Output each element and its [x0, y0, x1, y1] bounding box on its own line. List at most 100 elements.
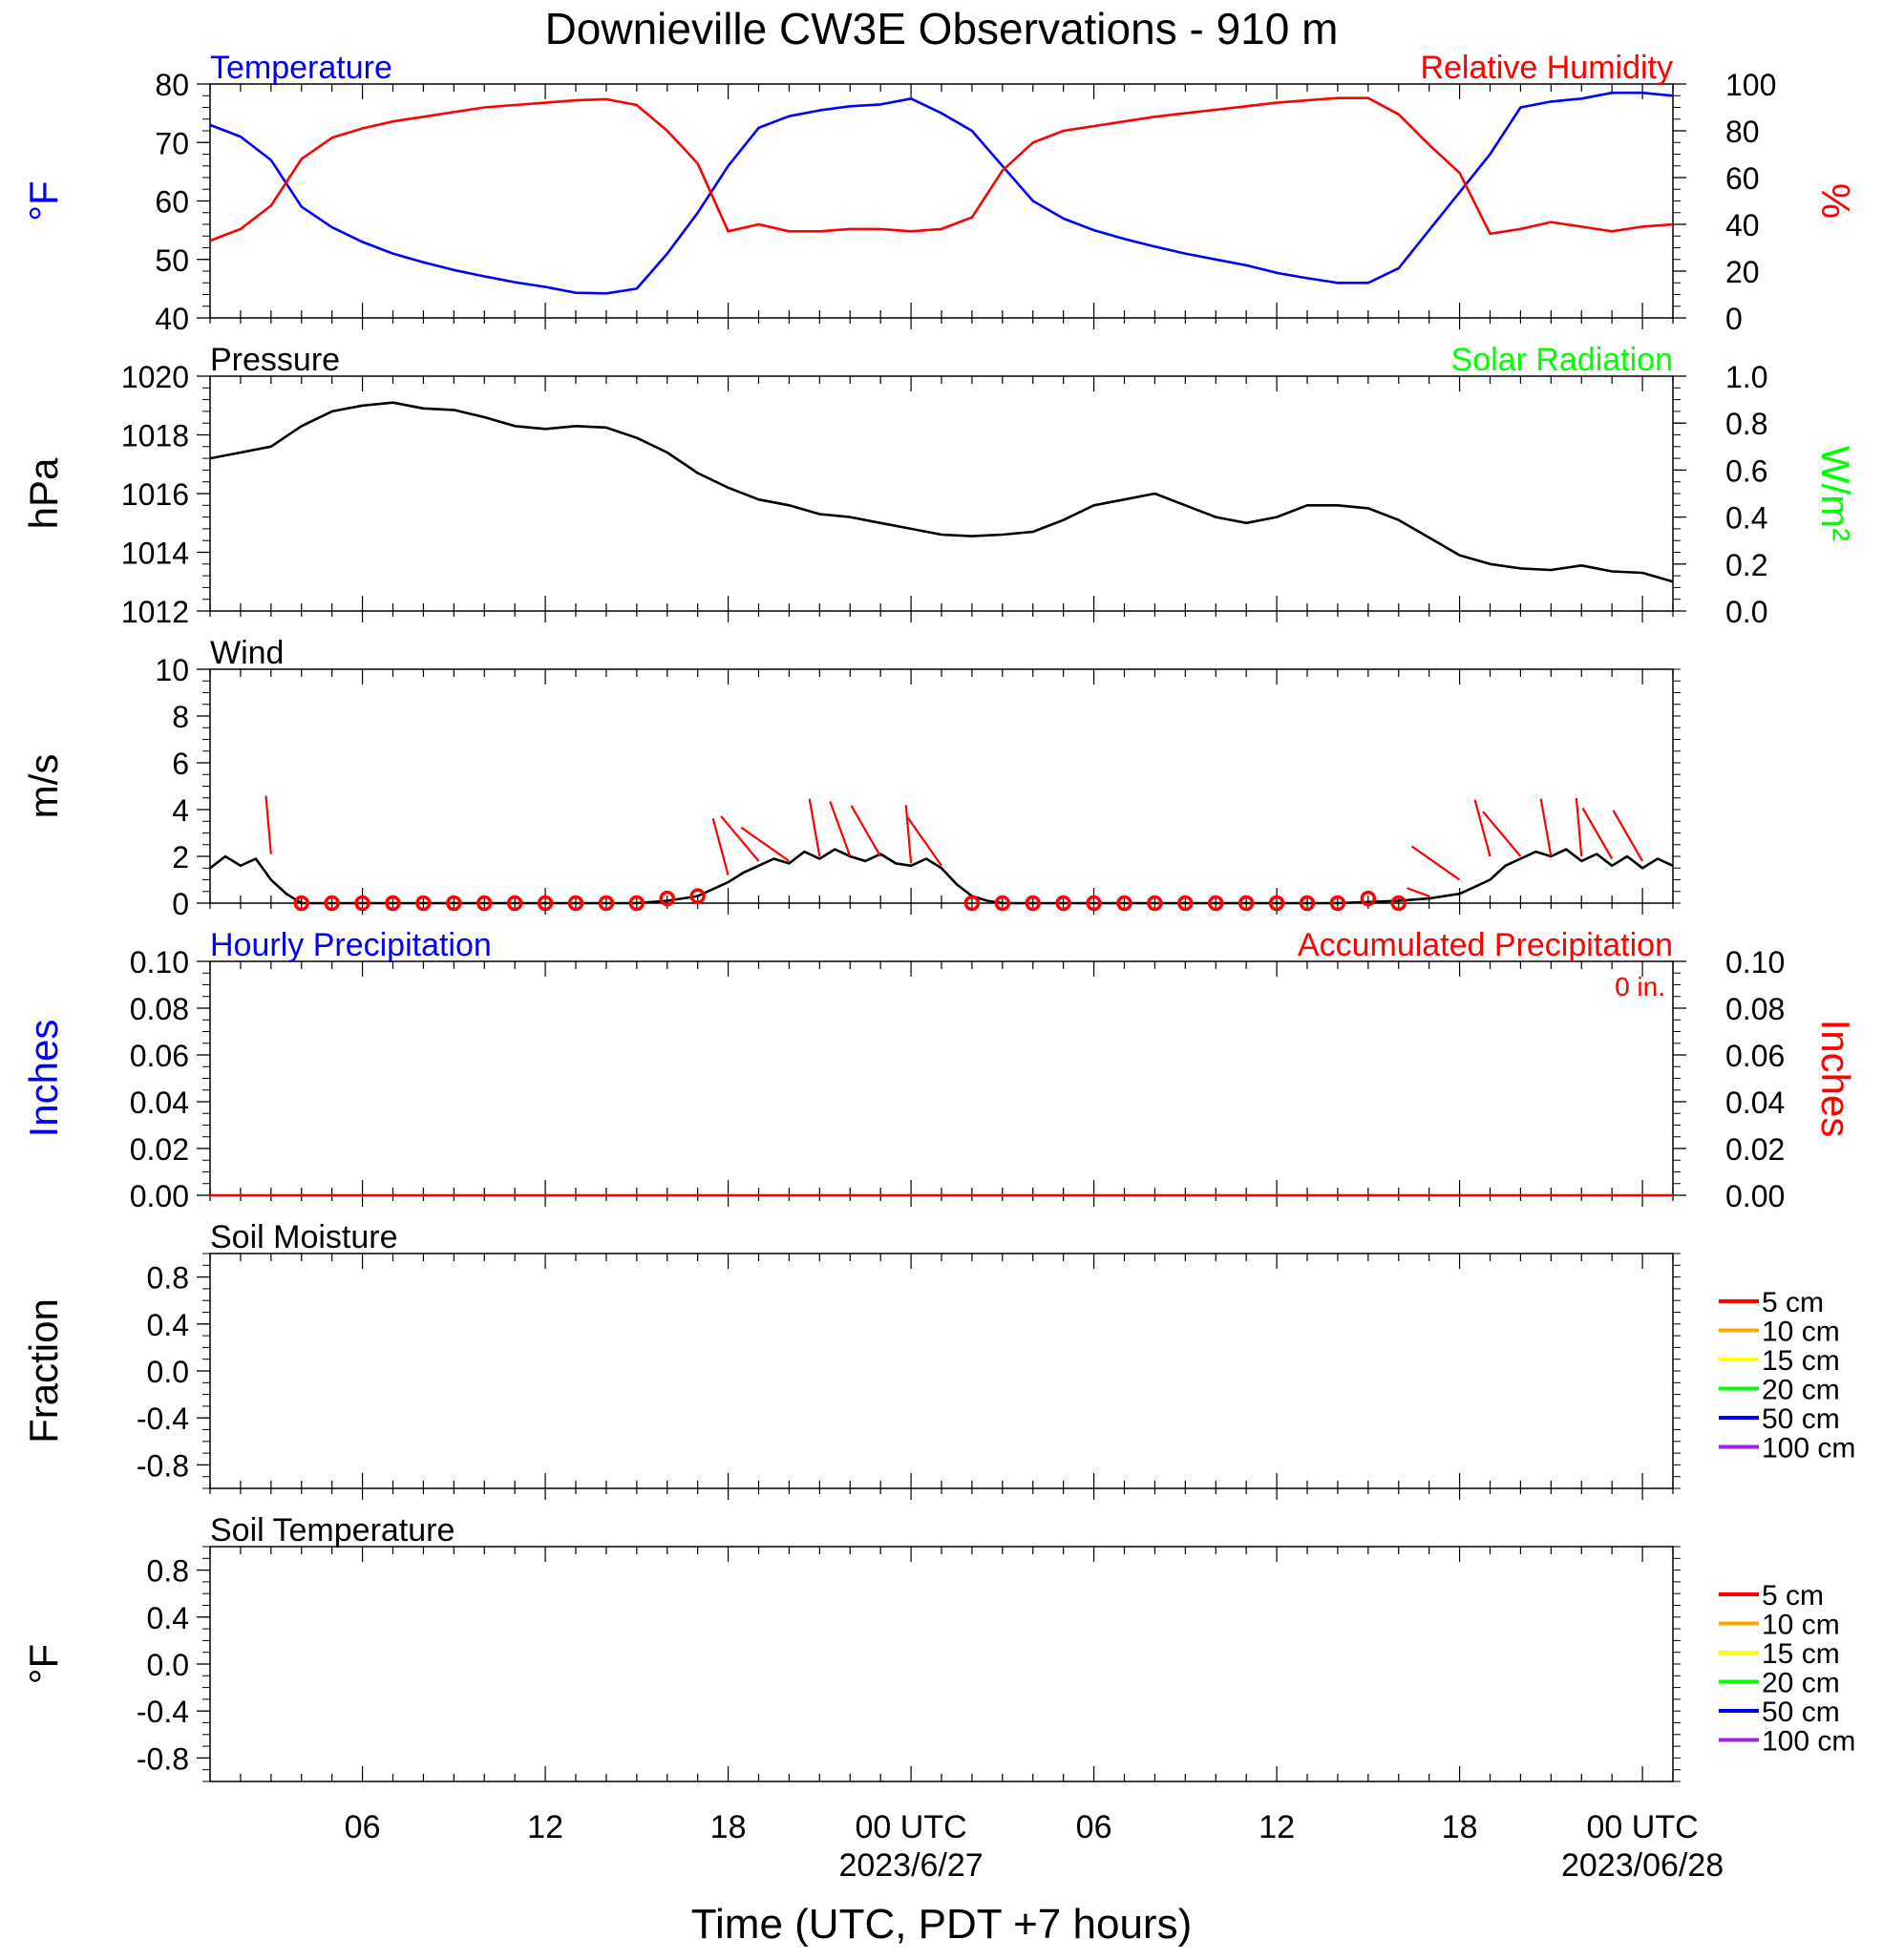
wind-barb — [1612, 810, 1644, 862]
x-tick-label: 00 UTC — [1587, 1809, 1699, 1845]
wind-calm-marker — [1086, 895, 1102, 912]
y-axis-label: Inches — [21, 1020, 66, 1138]
panel-title-left: Temperature — [210, 50, 392, 86]
wind-calm-marker — [1025, 895, 1041, 912]
y-tick-label: 0.0 — [147, 1355, 189, 1389]
y-tick-label: -0.8 — [137, 1448, 189, 1483]
y-axis-label: m/s — [21, 754, 66, 819]
wind-barb — [711, 818, 730, 875]
legend-label: 10 cm — [1762, 1610, 1840, 1641]
y-tick-label: 0.00 — [130, 1179, 189, 1213]
wind-calm-marker — [1329, 895, 1346, 912]
y-tick-label: 1018 — [121, 419, 189, 453]
panel-soil_moisture: -0.8 -0.4 0.0 0.4 0.8 Soil Moisture Fraction 5 … — [21, 1219, 1855, 1500]
y-tick-label: -0.8 — [137, 1741, 189, 1776]
y-axis-label-right: Inches — [1813, 1020, 1858, 1138]
x-tick-label: 12 — [1259, 1809, 1295, 1845]
legend-label: 20 cm — [1762, 1375, 1840, 1406]
legend-label: 20 cm — [1762, 1668, 1840, 1699]
wind-calm-marker — [659, 890, 675, 907]
wind-calm-marker — [1055, 895, 1071, 912]
wind-barb — [850, 805, 882, 857]
legend-label: 100 cm — [1762, 1433, 1855, 1465]
x-axis-label: Time (UTC, PDT +7 hours) — [691, 1901, 1192, 1948]
panel-title-left: Soil Temperature — [210, 1512, 455, 1549]
y-tick-label: -0.4 — [137, 1402, 189, 1436]
y-tick-label-right: 60 — [1725, 161, 1760, 196]
y-tick-label-right: 100 — [1725, 68, 1776, 102]
wind-calm-marker — [1208, 895, 1224, 912]
y-tick-label-right: 0.10 — [1725, 945, 1785, 980]
wind-barb — [906, 816, 942, 867]
panel-title-right: Accumulated Precipitation — [1298, 927, 1673, 963]
y-tick-label: 2 — [172, 840, 189, 875]
y-tick-label: 0.08 — [130, 992, 189, 1026]
y-axis-label: °F — [21, 180, 66, 221]
panel-precip: 0.00 0.02 0.04 0.06 0.08 0.10 0.00 0.02 0.04 0.06… — [21, 927, 1858, 1213]
y-tick-label-right: 0.08 — [1725, 992, 1785, 1026]
y-tick-label: 0.02 — [130, 1132, 189, 1167]
wind-barb — [1575, 797, 1583, 857]
wind-calm-marker — [1116, 895, 1132, 912]
x-tick-label: 06 — [345, 1809, 381, 1845]
wind-calm-marker — [994, 895, 1011, 912]
y-tick-label: 1016 — [121, 477, 189, 512]
wind-barb — [264, 795, 272, 854]
wind-calm-marker — [628, 895, 645, 912]
y-tick-label-right: 0.02 — [1725, 1132, 1785, 1167]
x-tick-label: 18 — [1442, 1809, 1478, 1845]
y-tick-label-right: 0.00 — [1725, 1179, 1785, 1213]
wind-calm-marker — [1177, 895, 1194, 912]
x-tick-label: 06 — [1076, 1809, 1112, 1845]
wind-calm-marker — [385, 895, 401, 912]
y-tick-label: 10 — [155, 653, 189, 687]
wind-calm-marker — [446, 895, 462, 912]
wind-calm-marker — [293, 895, 309, 912]
plot-frame — [209, 960, 1674, 1196]
x-tick-label: 12 — [527, 1809, 563, 1845]
y-tick-label-right: 1.0 — [1725, 360, 1767, 394]
y-tick-label: 4 — [172, 793, 189, 828]
y-tick-label: 0.04 — [130, 1085, 189, 1120]
y-tick-label: 6 — [172, 747, 189, 781]
wind-calm-marker — [1390, 895, 1407, 912]
wind-calm-marker — [963, 895, 981, 912]
panel-wind: 0 2 4 6 8 10 Wind m/s — [21, 635, 1681, 921]
y-tick-label: 8 — [172, 700, 189, 734]
legend-label: 5 cm — [1762, 1287, 1824, 1318]
y-tick-label: 1020 — [121, 360, 189, 394]
wind-barb — [1581, 807, 1614, 860]
wind-barb — [720, 815, 760, 862]
y-tick-label-right: 0.06 — [1725, 1039, 1785, 1073]
y-tick-label: 1014 — [121, 537, 189, 571]
y-tick-label-right: 0.2 — [1725, 548, 1767, 582]
panel-title-right: Relative Humidity — [1420, 50, 1673, 86]
wind-barb — [1482, 811, 1522, 857]
wind-barb — [1407, 887, 1430, 897]
y-axis-label: °F — [21, 1644, 66, 1684]
legend-label: 50 cm — [1762, 1403, 1840, 1435]
wind-barb — [904, 805, 913, 864]
x-tick-label: 00 UTC — [856, 1809, 967, 1845]
y-tick-label: 1012 — [121, 595, 189, 629]
wind-calm-marker — [1268, 895, 1285, 912]
y-tick-label-right: 0.6 — [1725, 453, 1767, 488]
y-tick-label: 0.06 — [130, 1039, 189, 1073]
y-tick-label-right: 80 — [1725, 115, 1760, 149]
plot-frame — [209, 1546, 1674, 1782]
y-tick-label: 0.4 — [147, 1308, 189, 1342]
panel-temp_rh: 40 50 60 70 80 0 20 40 60 80 100 Temperature Relativ… — [21, 50, 1858, 336]
wind-calm-marker — [567, 895, 584, 912]
wind-calm-marker — [1299, 895, 1316, 912]
y-axis-label-right: W/m² — [1813, 446, 1858, 541]
wind-barb — [829, 801, 852, 857]
legend-label: 100 cm — [1762, 1726, 1855, 1758]
series-pressure — [209, 401, 1674, 583]
panel-title-right: Solar Radiation — [1451, 342, 1673, 378]
wind-barb — [808, 798, 821, 857]
wind-calm-marker — [415, 895, 432, 912]
wind-calm-marker — [1360, 890, 1377, 907]
